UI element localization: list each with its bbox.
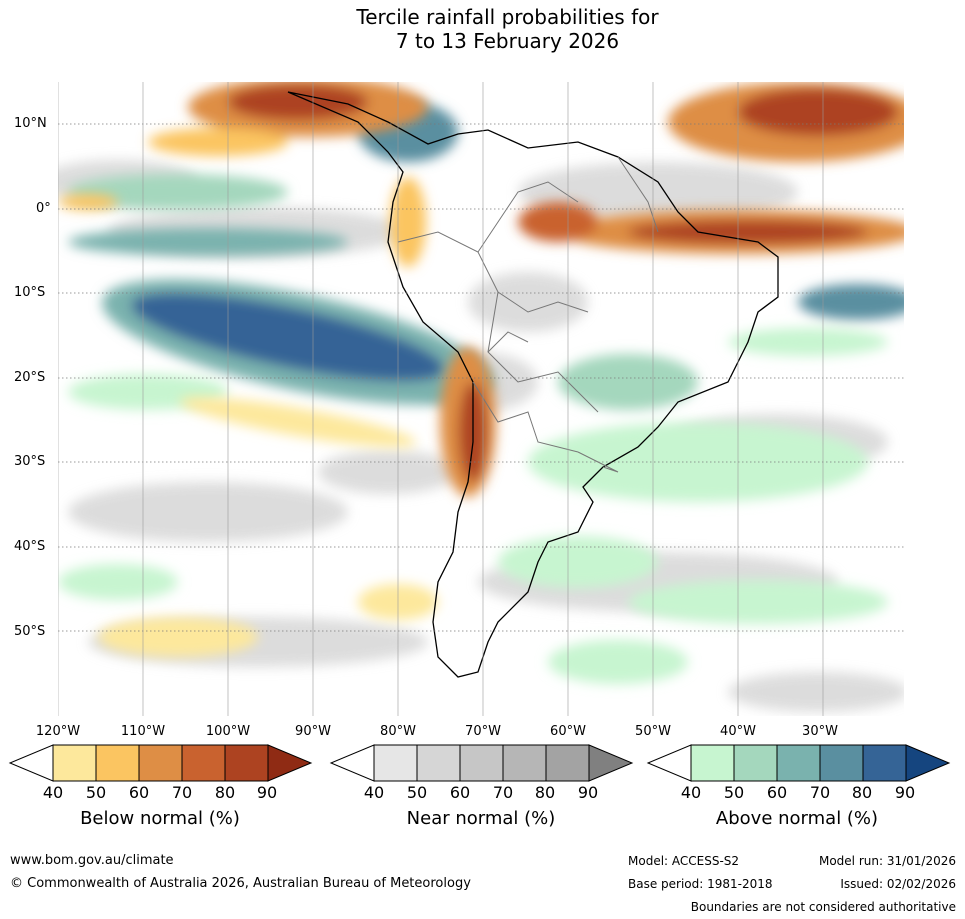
lon-label: 80°W: [380, 724, 416, 739]
boundaries-disclaimer: Boundaries are not considered authoritat…: [690, 900, 956, 914]
colorbar-tick: 40: [363, 783, 385, 802]
colorbar-segment: [545, 744, 590, 782]
colorbar-tick: 70: [171, 783, 193, 802]
map-title-line2: 7 to 13 February 2026: [395, 29, 620, 53]
model-run: Model run: 31/01/2026: [818, 854, 956, 868]
lon-label: 90°W: [295, 724, 331, 739]
lon-label: 60°W: [550, 724, 586, 739]
lon-label: 70°W: [465, 724, 501, 739]
colorbar-tick: 40: [42, 783, 64, 802]
country-boundaries: [397, 156, 659, 473]
colorbar-extend-high: [588, 744, 634, 782]
lon-label: 110°W: [120, 724, 166, 739]
near-normal-title: Near normal (%): [406, 808, 556, 829]
lat-label: 10°N: [14, 116, 47, 131]
copyright-text: © Commonwealth of Australia 2026, Austra…: [10, 876, 471, 891]
model-name: Model: ACCESS-S2: [628, 854, 740, 868]
colorbar-tick: 40: [680, 783, 702, 802]
lon-label: 30°W: [802, 724, 838, 739]
lon-label: 40°W: [720, 724, 756, 739]
colorbar-segment: [733, 744, 778, 782]
lat-label: 50°S: [14, 624, 46, 639]
colorbar-tick: 80: [214, 783, 236, 802]
probability-map: [58, 82, 904, 716]
colorbar-segment: [181, 744, 226, 782]
lon-label: 50°W: [635, 724, 671, 739]
graticule: [58, 123, 904, 632]
colorbar-tick: 70: [492, 783, 514, 802]
colorbar-segment: [502, 744, 547, 782]
colorbar-extend-low: [329, 744, 375, 782]
colorbar-extend-low: [8, 744, 54, 782]
map-title-line1: Tercile rainfall probabilities for: [356, 5, 659, 29]
colorbar-tick: 70: [809, 783, 831, 802]
colorbar-segment: [416, 744, 461, 782]
colorbar-segment: [819, 744, 864, 782]
colorbar-segment: [862, 744, 907, 782]
colorbar-segment: [52, 744, 97, 782]
colorbar-extend-high: [267, 744, 313, 782]
lon-label: 120°W: [35, 724, 81, 739]
base-period: Base period: 1981-2018: [628, 877, 773, 891]
colorbar-tick: 50: [723, 783, 745, 802]
above-normal-colorbar: [646, 744, 951, 782]
below-normal-title: Below normal (%): [80, 808, 240, 829]
colorbar-tick: 60: [766, 783, 788, 802]
colorbar-segment: [690, 744, 735, 782]
colorbar-tick: 60: [449, 783, 471, 802]
colorbar-extend-low: [646, 744, 692, 782]
lat-label: 40°S: [14, 539, 46, 554]
colorbar-tick: 60: [128, 783, 150, 802]
colorbar-tick: 90: [577, 783, 599, 802]
colorbar-segment: [138, 744, 183, 782]
lat-label: 20°S: [14, 370, 46, 385]
lat-label: 0°: [36, 201, 51, 216]
colorbar-segment: [459, 744, 504, 782]
above-normal-title: Above normal (%): [715, 808, 879, 829]
lon-label: 100°W: [205, 724, 251, 739]
colorbar-tick: 50: [406, 783, 428, 802]
colorbar-tick: 90: [894, 783, 916, 802]
issued-date: Issued: 02/02/2026: [840, 877, 956, 891]
below-normal-colorbar: [8, 744, 313, 782]
near-normal-colorbar: [329, 744, 634, 782]
lat-label: 10°S: [14, 285, 46, 300]
bom-url-link[interactable]: www.bom.gov.au/climate: [10, 853, 174, 868]
colorbar-tick: 50: [85, 783, 107, 802]
colorbar-extend-high: [905, 744, 951, 782]
probability-map-svg: [58, 82, 904, 716]
colorbar-segment: [776, 744, 821, 782]
lat-label: 30°S: [14, 454, 46, 469]
colorbar-tick: 90: [256, 783, 278, 802]
colorbar-segment: [224, 744, 269, 782]
colorbar-segment: [373, 744, 418, 782]
colorbar-tick: 80: [851, 783, 873, 802]
colorbar-segment: [95, 744, 140, 782]
colorbar-tick: 80: [534, 783, 556, 802]
